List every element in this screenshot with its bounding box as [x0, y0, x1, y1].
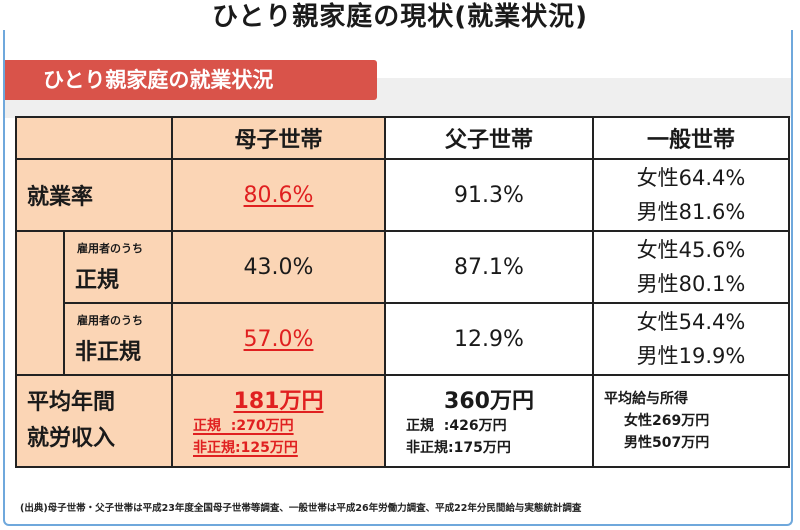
source-note: (出典)母子世帯・父子世帯は平成23年度全国母子世帯等調査、一般世帯は平成26年…: [20, 503, 582, 514]
father-income-regular: 正規 :426万円: [406, 418, 507, 434]
general-income-title: 平均給与所得: [604, 391, 688, 407]
label-income: 平均年間 就労収入: [15, 374, 173, 468]
row-employment-rate: 就業率 80.6% 91.3% 女性64.4% 男性81.6%: [15, 158, 790, 232]
header-father: 父子世帯: [384, 116, 594, 160]
father-income-total: 360万円: [444, 389, 534, 414]
general-income-male: 男性507万円: [624, 435, 710, 451]
mother-employment-rate-value: 80.6%: [243, 182, 314, 208]
label-nonregular-text: 非正規: [75, 340, 142, 365]
father-regular: 87.1%: [384, 230, 594, 304]
label-regular-text: 正規: [75, 268, 120, 293]
mother-nonregular: 57.0%: [171, 302, 386, 376]
mother-regular: 43.0%: [171, 230, 386, 304]
label-employment-rate: 就業率: [15, 158, 173, 232]
row-regular: 雇用者のうち 正規 43.0% 87.1% 女性45.6% 男性80.1%: [15, 230, 790, 376]
header-blank-cell: [15, 116, 173, 160]
label-indent-cell: [15, 230, 65, 376]
father-income-nonregular: 非正規:175万円: [406, 440, 511, 456]
slide-frame: [3, 30, 793, 526]
general-nonregular: 女性54.4% 男性19.9%: [592, 302, 790, 376]
general-nonregular-female: 女性54.4%: [636, 310, 746, 334]
label-nonregular: 雇用者のうち 非正規: [63, 302, 173, 376]
label-income-line1: 平均年間: [27, 390, 116, 415]
header-general: 一般世帯: [592, 116, 790, 160]
general-employment-female: 女性64.4%: [636, 166, 746, 190]
row-income: 平均年間 就労収入 181万円 正規 :270万円 非正規:125万円 360万…: [15, 374, 790, 468]
mother-income: 181万円 正規 :270万円 非正規:125万円: [171, 374, 386, 468]
label-regular-note: 雇用者のうち: [77, 242, 143, 255]
mother-income-total: 181万円: [233, 389, 324, 414]
mother-nonregular-value: 57.0%: [243, 326, 314, 352]
general-regular-female: 女性45.6%: [636, 238, 746, 262]
general-regular-male: 男性80.1%: [636, 272, 746, 296]
mother-income-nonregular: 非正規:125万円: [193, 440, 298, 456]
employment-table: 母子世帯 父子世帯 一般世帯 就業率 80.6% 91.3% 女性64.4% 男…: [15, 116, 790, 468]
mother-employment-rate: 80.6%: [171, 158, 386, 232]
general-employment-male: 男性81.6%: [636, 200, 746, 224]
header-row: 母子世帯 父子世帯 一般世帯: [15, 116, 790, 160]
general-regular: 女性45.6% 男性80.1%: [592, 230, 790, 304]
general-employment-rate: 女性64.4% 男性81.6%: [592, 158, 790, 232]
label-income-line2: 就労収入: [27, 426, 116, 451]
header-mother: 母子世帯: [171, 116, 386, 160]
general-nonregular-male: 男性19.9%: [636, 344, 746, 368]
general-income: 平均給与所得 女性269万円 男性507万円: [592, 374, 790, 468]
father-employment-rate: 91.3%: [384, 158, 594, 232]
father-income: 360万円 正規 :426万円 非正規:175万円: [384, 374, 594, 468]
label-regular: 雇用者のうち 正規: [63, 230, 173, 304]
page-title: ひとり親家庭の現状(就業状況): [212, 2, 588, 32]
general-income-female: 女性269万円: [624, 413, 710, 429]
label-nonregular-note: 雇用者のうち: [77, 314, 143, 327]
mother-income-regular: 正規 :270万円: [193, 418, 294, 434]
father-nonregular: 12.9%: [384, 302, 594, 376]
section-banner: ひとり親家庭の就業状況: [5, 60, 377, 100]
row-nonregular: 雇用者のうち 非正規 57.0% 12.9% 女性54.4% 男性19.9%: [16, 302, 790, 376]
